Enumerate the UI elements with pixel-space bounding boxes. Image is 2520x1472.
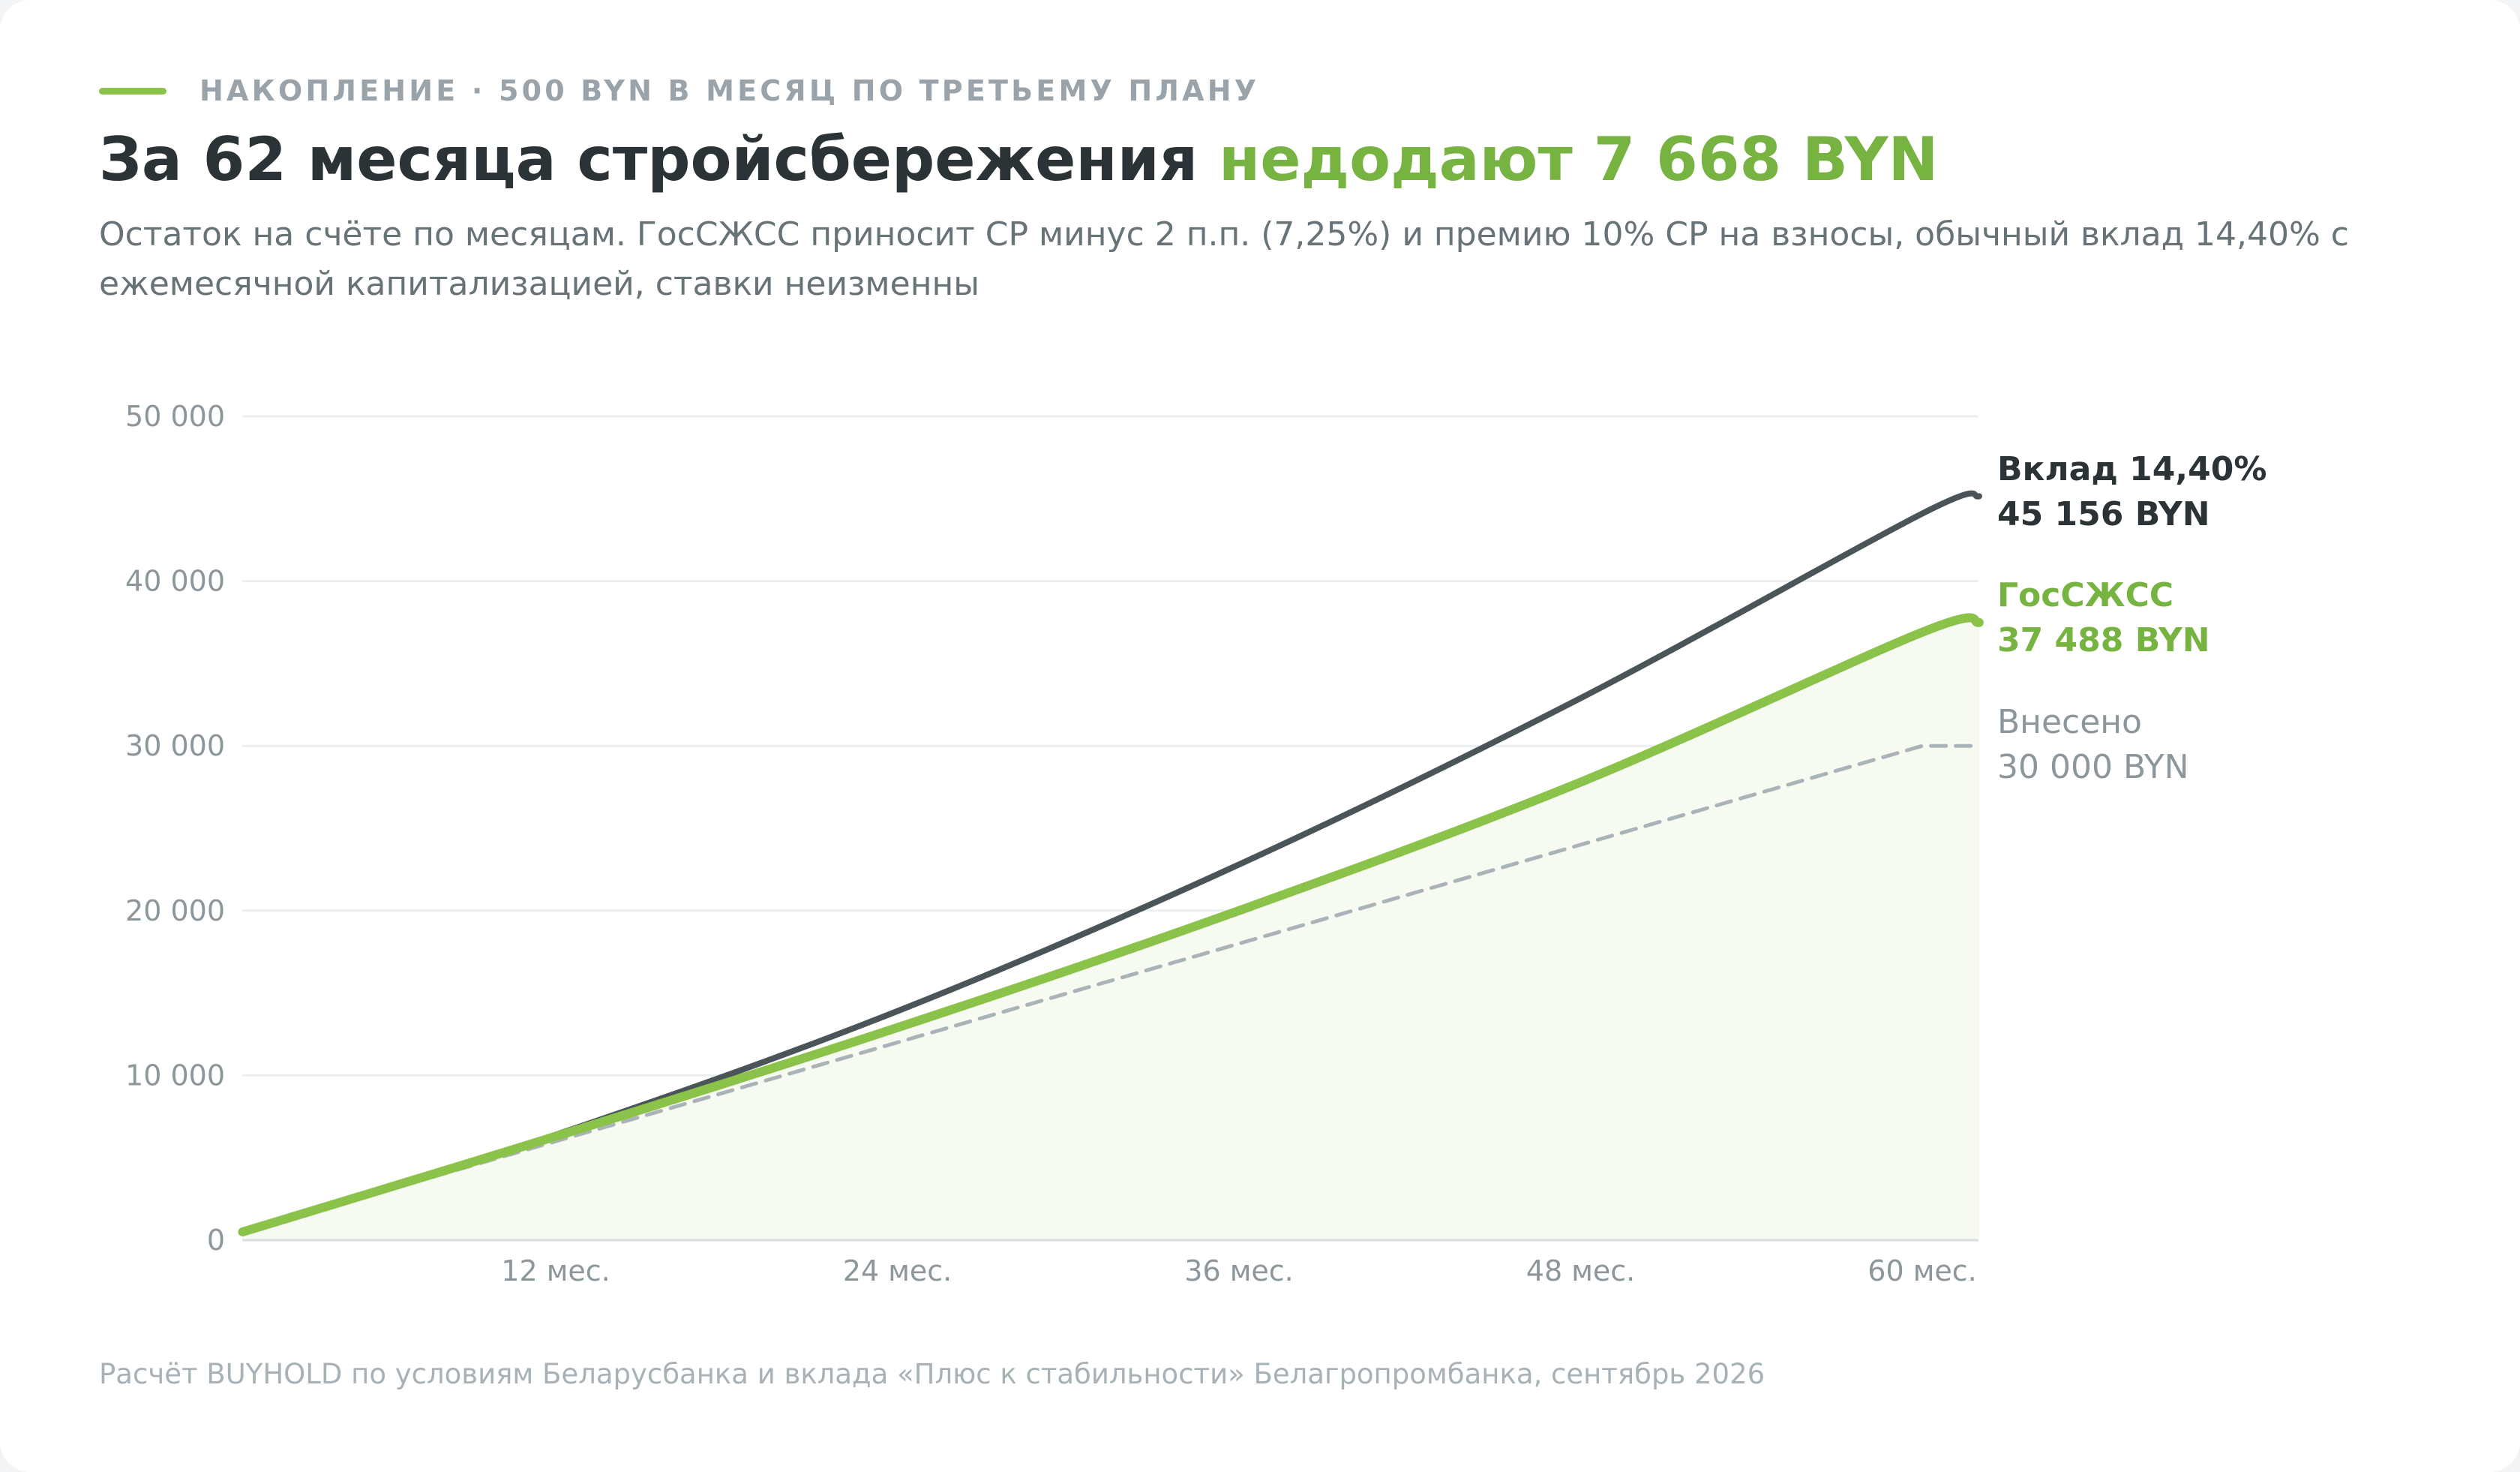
y-tick-label: 40 000 (125, 565, 225, 598)
kicker: НАКОПЛЕНИЕ · 500 BYN В МЕСЯЦ ПО ТРЕТЬЕМУ… (99, 72, 1259, 110)
series-end-value-deposit: 45 156 BYN (1997, 495, 2210, 533)
y-tick-label: 20 000 (125, 894, 225, 927)
kicker-accent-line (99, 87, 166, 95)
y-tick-label: 30 000 (125, 729, 225, 762)
x-tick-label: 24 мес. (843, 1254, 952, 1287)
source-note: Расчёт BUYHOLD по условиям Беларусбанка … (99, 1358, 1766, 1390)
end-labels: Вклад 14,40% 45 156 BYN ГосСЖСС 37 488 BYN В… (1997, 450, 2266, 786)
y-tick-label: 0 (207, 1224, 225, 1257)
y-tick-label: 10 000 (125, 1059, 225, 1092)
x-tick-label: 36 мес. (1184, 1254, 1293, 1287)
series-name-label-contributed: Внесено (1997, 703, 2142, 741)
area-layer (242, 617, 1979, 1240)
series-line-contributed (240, 744, 1982, 1234)
x-tick-label: 12 мес. (501, 1254, 610, 1287)
axis-layer: 0 10 000 20 000 30 000 40 000 50 000 12 мес. 24… (125, 400, 1978, 1287)
series-end-value-gosszhss: 37 488 BYN (1997, 621, 2210, 659)
series-name-label-gosszhss: ГосСЖСС (1997, 576, 2174, 614)
gosszhss-area (242, 617, 1979, 1240)
title-main: За 62 месяца стройсбережения (99, 125, 1219, 194)
series-end-value-contributed: 30 000 BYN (1997, 748, 2189, 786)
chart-title: За 62 месяца стройсбережения недодают 7 … (99, 119, 1939, 201)
x-tick-label: 48 мес. (1526, 1254, 1635, 1287)
series-name-label-deposit: Вклад 14,40% (1997, 450, 2266, 488)
series-layer (238, 490, 1984, 1237)
chart-subtitle: Остаток на счёте по месяцам. ГосСЖСС при… (99, 215, 2349, 303)
kicker-text: НАКОПЛЕНИЕ · 500 BYN В МЕСЯЦ ПО ТРЕТЬЕМУ… (200, 74, 1260, 107)
y-tick-label: 50 000 (125, 400, 225, 433)
x-tick-label: 60 мес. (1868, 1254, 1976, 1287)
title-accent: недодают 7 668 BYN (1218, 125, 1939, 194)
series-line-gosszhss (238, 613, 1984, 1237)
